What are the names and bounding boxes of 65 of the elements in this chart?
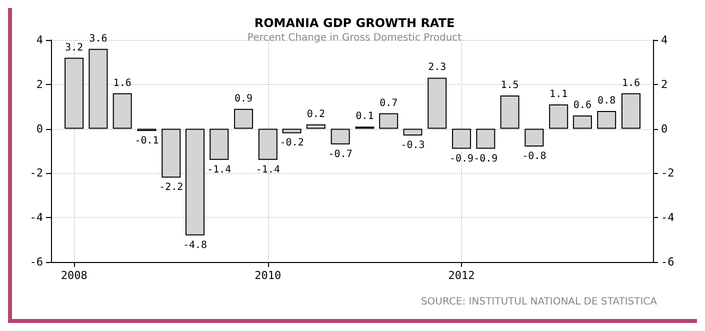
bar — [282, 128, 302, 134]
y2-tick-label: -4 — [661, 211, 675, 224]
data-label: -0.7 — [328, 148, 352, 160]
bar — [572, 115, 592, 129]
data-label: 3.6 — [89, 33, 108, 44]
bar — [330, 128, 350, 144]
data-label: 0.1 — [356, 111, 374, 122]
bar — [306, 124, 326, 129]
bar — [112, 93, 132, 129]
data-label: 0.9 — [234, 93, 253, 104]
data-label: 3.2 — [65, 42, 84, 54]
x-tick-label: 2008 — [60, 269, 88, 282]
bar — [258, 128, 278, 160]
data-label: 1.1 — [550, 88, 568, 100]
data-label: 0.8 — [598, 96, 616, 107]
data-label: 1.6 — [113, 78, 132, 89]
page-frame: SOURCE: INSTITUTUL NATIONAL DE STATISTICA -6 -4 -2 0 2 4 -6 -4 -2 0 2 4 2008 2010 2012 3.2 3.6 1.6 -0.1 -2.2 -4.8 -1.4 0.9 -1.4 -0.2 0.2 -0.7 0.1 0.7 -0.3 2.3 -0.9-0.9 1.5 -0.8 1.1 0.6 0.8 1.6 ROMANIA GDP GROWTH RATE Percent Change in Gross Domestic Product — [8, 8, 697, 323]
data-label: 0.7 — [380, 98, 398, 109]
data-label: 0.2 — [306, 108, 325, 120]
y-tick-label: -6 — [30, 256, 43, 268]
bar — [162, 128, 181, 178]
y-tick-label: -4 — [30, 211, 44, 224]
source-note: SOURCE: INSTITUTUL NATIONAL DE STATISTICA — [420, 296, 658, 308]
y-tick-label: -2 — [30, 166, 43, 180]
y-tick-label: 0 — [36, 122, 43, 136]
bar — [403, 128, 422, 136]
chart-title: ROMANIA GDP GROWTH RATE — [254, 16, 455, 30]
bar — [379, 113, 398, 129]
data-label: -1.4 — [207, 164, 232, 176]
y2-tick-label: 2 — [661, 78, 668, 91]
data-label: -0.8 — [522, 151, 546, 162]
y-tick-label: 4 — [36, 34, 44, 46]
chart-subtitle: Percent Change in Gross Domestic Product — [247, 32, 462, 44]
data-label: -0.2 — [280, 138, 304, 149]
bar — [524, 128, 544, 147]
bar — [500, 96, 520, 129]
data-label: 2.3 — [428, 62, 446, 74]
data-label: -0.1 — [134, 136, 159, 147]
bar — [452, 128, 472, 149]
bar — [64, 58, 84, 129]
x-tick-label: 2012 — [448, 269, 475, 282]
y2-tick-label: 4 — [661, 34, 668, 46]
bar — [234, 108, 254, 129]
data-label: -1.4 — [256, 164, 280, 176]
y2-tick-label: -2 — [661, 166, 674, 180]
bar — [549, 104, 568, 129]
data-label: -0.9 — [474, 153, 498, 164]
y2-tick-label: 0 — [661, 122, 668, 136]
bar — [210, 128, 229, 160]
y-tick-label: 2 — [36, 78, 43, 91]
data-label: -4.8 — [182, 240, 208, 251]
bar — [428, 78, 447, 129]
y2-tick-label: -6 — [661, 256, 674, 268]
data-label: -0.3 — [400, 140, 425, 151]
bar — [88, 48, 108, 129]
data-label: -2.2 — [159, 182, 184, 194]
data-label: 0.6 — [573, 100, 592, 111]
bar — [621, 93, 640, 129]
data-label: 1.5 — [500, 80, 519, 91]
x-tick-label: 2010 — [254, 269, 282, 282]
bar — [476, 128, 496, 149]
data-label: -0.9 — [449, 153, 474, 164]
data-label: 1.6 — [622, 78, 640, 89]
bar — [597, 111, 616, 129]
bar — [186, 128, 205, 236]
